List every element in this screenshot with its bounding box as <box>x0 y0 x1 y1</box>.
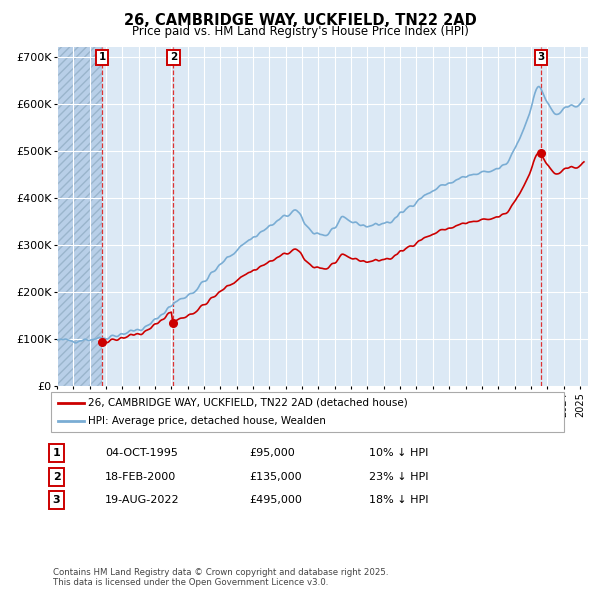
Text: 26, CAMBRIDGE WAY, UCKFIELD, TN22 2AD: 26, CAMBRIDGE WAY, UCKFIELD, TN22 2AD <box>124 13 476 28</box>
Text: 2: 2 <box>170 53 177 63</box>
Text: £495,000: £495,000 <box>249 496 302 505</box>
Text: 2: 2 <box>53 472 61 481</box>
Text: £135,000: £135,000 <box>249 472 302 481</box>
Text: Contains HM Land Registry data © Crown copyright and database right 2025.
This d: Contains HM Land Registry data © Crown c… <box>53 568 388 587</box>
Text: 23% ↓ HPI: 23% ↓ HPI <box>369 472 428 481</box>
Text: 26, CAMBRIDGE WAY, UCKFIELD, TN22 2AD (detached house): 26, CAMBRIDGE WAY, UCKFIELD, TN22 2AD (d… <box>88 398 408 408</box>
Text: 3: 3 <box>538 53 545 63</box>
Text: 1: 1 <box>53 448 61 458</box>
Text: £95,000: £95,000 <box>249 448 295 458</box>
Text: 18% ↓ HPI: 18% ↓ HPI <box>369 496 428 505</box>
Text: 04-OCT-1995: 04-OCT-1995 <box>105 448 178 458</box>
Bar <box>57 47 102 386</box>
Text: 3: 3 <box>53 496 61 505</box>
Text: Price paid vs. HM Land Registry's House Price Index (HPI): Price paid vs. HM Land Registry's House … <box>131 25 469 38</box>
Text: 10% ↓ HPI: 10% ↓ HPI <box>369 448 428 458</box>
Bar <box>57 47 102 386</box>
Text: HPI: Average price, detached house, Wealden: HPI: Average price, detached house, Weal… <box>88 415 326 425</box>
Text: 19-AUG-2022: 19-AUG-2022 <box>105 496 179 505</box>
Text: 1: 1 <box>98 53 106 63</box>
Text: 18-FEB-2000: 18-FEB-2000 <box>105 472 176 481</box>
